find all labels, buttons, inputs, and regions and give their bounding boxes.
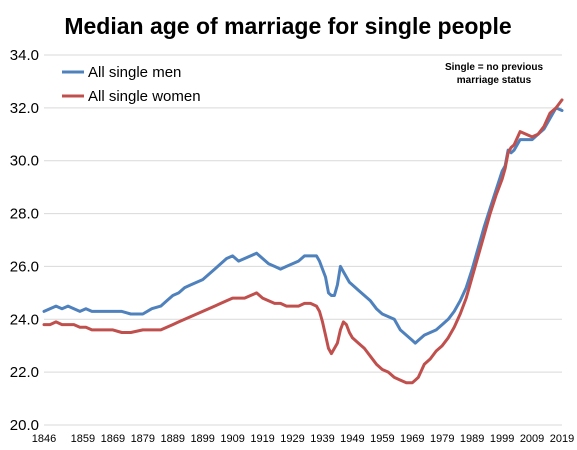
x-tick-label: 2019 <box>550 433 574 445</box>
x-tick-label: 1899 <box>190 433 214 445</box>
x-tick-label: 1949 <box>340 433 364 445</box>
x-tick-label: 1929 <box>280 433 304 445</box>
y-tick-label: 28.0 <box>10 206 39 223</box>
legend: All single men All single women <box>62 64 201 105</box>
x-tick-label: 2009 <box>520 433 544 445</box>
legend-label: All single men <box>88 64 181 81</box>
x-tick-label: 1919 <box>250 433 274 445</box>
x-axis-ticks: 1846 1859 1869 1879 1889 1899 1909 1919 1929 1939… <box>32 433 574 445</box>
series-lines <box>42 98 564 385</box>
x-tick-label: 1859 <box>71 433 95 445</box>
y-tick-label: 22.0 <box>10 364 39 381</box>
y-tick-label: 34.0 <box>10 47 39 64</box>
x-tick-label: 1869 <box>101 433 125 445</box>
annotation-line: marriage status <box>457 75 532 86</box>
chart-title: Median age of marriage for single people <box>64 13 511 39</box>
x-tick-label: 1989 <box>460 433 484 445</box>
x-tick-label: 1879 <box>131 433 155 445</box>
y-tick-label: 26.0 <box>10 258 39 275</box>
gridlines <box>44 54 562 426</box>
series-line-women <box>42 98 564 385</box>
annotation: Single = no previous marriage status <box>445 62 544 86</box>
x-tick-label: 1999 <box>490 433 514 445</box>
y-tick-label: 24.0 <box>10 311 39 328</box>
legend-label: All single women <box>88 88 201 105</box>
x-tick-label: 1939 <box>310 433 334 445</box>
x-tick-label: 1979 <box>430 433 454 445</box>
x-tick-label: 1909 <box>220 433 244 445</box>
series-line-men <box>42 106 564 345</box>
x-tick-label: 1969 <box>400 433 424 445</box>
y-axis-ticks: 20.0 22.0 24.0 26.0 28.0 30.0 32.0 34.0 <box>10 47 39 434</box>
y-tick-label: 20.0 <box>10 417 39 434</box>
x-tick-label: 1959 <box>370 433 394 445</box>
y-tick-label: 32.0 <box>10 100 39 117</box>
x-tick-label: 1889 <box>161 433 185 445</box>
y-tick-label: 30.0 <box>10 153 39 170</box>
x-tick-label: 1846 <box>32 433 56 445</box>
annotation-line: Single = no previous <box>445 62 544 73</box>
